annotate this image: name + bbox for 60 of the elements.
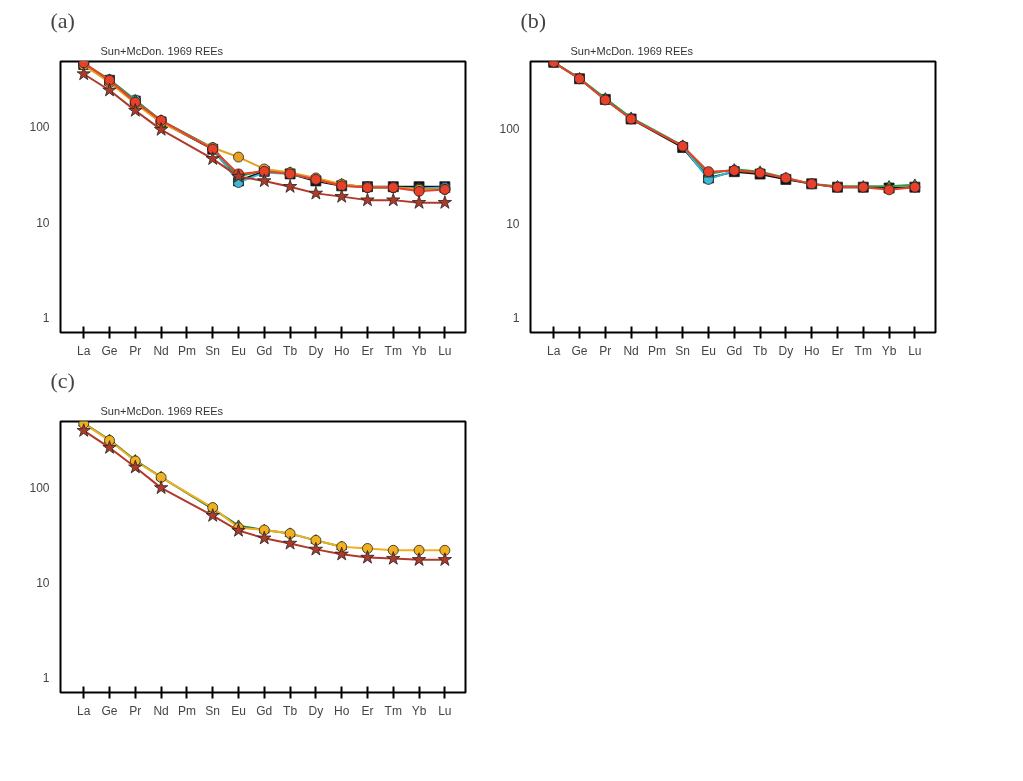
x-tick-label: Yb: [411, 703, 427, 718]
x-tick-label: Pm: [647, 343, 666, 358]
y-tick-label: 100: [499, 121, 520, 136]
chart-title: (b): [520, 7, 547, 33]
x-tick-label: Tm: [384, 343, 402, 358]
y-tick-label: 1: [42, 671, 50, 686]
x-tick-label: Lu: [438, 343, 452, 358]
x-tick-label: Er: [361, 343, 374, 358]
x-tick-label: Gd: [726, 343, 743, 358]
x-tick-label: Ho: [334, 703, 350, 718]
x-tick-label: Nd: [623, 343, 639, 358]
y-tick-label: 1: [42, 311, 50, 326]
x-tick-label: La: [77, 343, 91, 358]
x-tick-label: Ho: [334, 343, 350, 358]
y-tick-label: 10: [36, 215, 50, 230]
x-tick-label: Ge: [571, 343, 588, 358]
x-tick-label: Yb: [881, 343, 897, 358]
chart-title: (c): [50, 367, 75, 393]
x-tick-label: Yb: [411, 343, 427, 358]
x-tick-label: Tm: [384, 703, 402, 718]
x-tick-label: Gd: [256, 703, 273, 718]
x-tick-label: Sn: [205, 703, 221, 718]
y-tick-label: 10: [36, 576, 50, 591]
x-tick-label: Er: [361, 703, 374, 718]
y-tick-label: 10: [506, 216, 520, 231]
x-tick-label: Ho: [804, 343, 820, 358]
x-tick-label: Sn: [675, 343, 691, 358]
chart-title: (a): [50, 7, 75, 33]
x-tick-label: Ge: [101, 343, 118, 358]
x-tick-label: Tb: [283, 703, 298, 718]
x-tick-label: Tb: [283, 343, 298, 358]
x-tick-label: Dy: [778, 343, 794, 358]
x-tick-label: Gd: [256, 343, 273, 358]
x-tick-label: Pm: [177, 703, 196, 718]
x-tick-label: Tb: [753, 343, 768, 358]
x-tick-label: Dy: [308, 343, 324, 358]
x-tick-label: Pr: [129, 343, 142, 358]
x-tick-label: Nd: [153, 703, 169, 718]
x-tick-label: Nd: [153, 343, 169, 358]
x-tick-label: Eu: [231, 343, 246, 358]
x-tick-label: La: [547, 343, 561, 358]
x-tick-label: Pm: [177, 343, 196, 358]
x-tick-label: Eu: [231, 703, 246, 718]
x-tick-label: Eu: [701, 343, 716, 358]
x-tick-label: Pr: [599, 343, 612, 358]
x-tick-label: La: [77, 703, 91, 718]
y-tick-label: 100: [29, 481, 50, 496]
y-tick-label: 100: [29, 120, 50, 135]
x-tick-label: Er: [831, 343, 844, 358]
chart-subtitle: Sun+McDon. 1969 REEs: [570, 44, 694, 57]
x-tick-label: Pr: [129, 703, 142, 718]
x-tick-label: Sn: [205, 343, 221, 358]
chart-subtitle: Sun+McDon. 1969 REEs: [100, 44, 224, 57]
x-tick-label: Lu: [908, 343, 922, 358]
x-tick-label: Tm: [854, 343, 872, 358]
x-tick-label: Lu: [438, 703, 452, 718]
x-tick-label: Dy: [308, 703, 324, 718]
x-tick-label: Ge: [101, 703, 118, 718]
chart-subtitle: Sun+McDon. 1969 REEs: [100, 404, 224, 417]
y-tick-label: 1: [512, 311, 520, 326]
